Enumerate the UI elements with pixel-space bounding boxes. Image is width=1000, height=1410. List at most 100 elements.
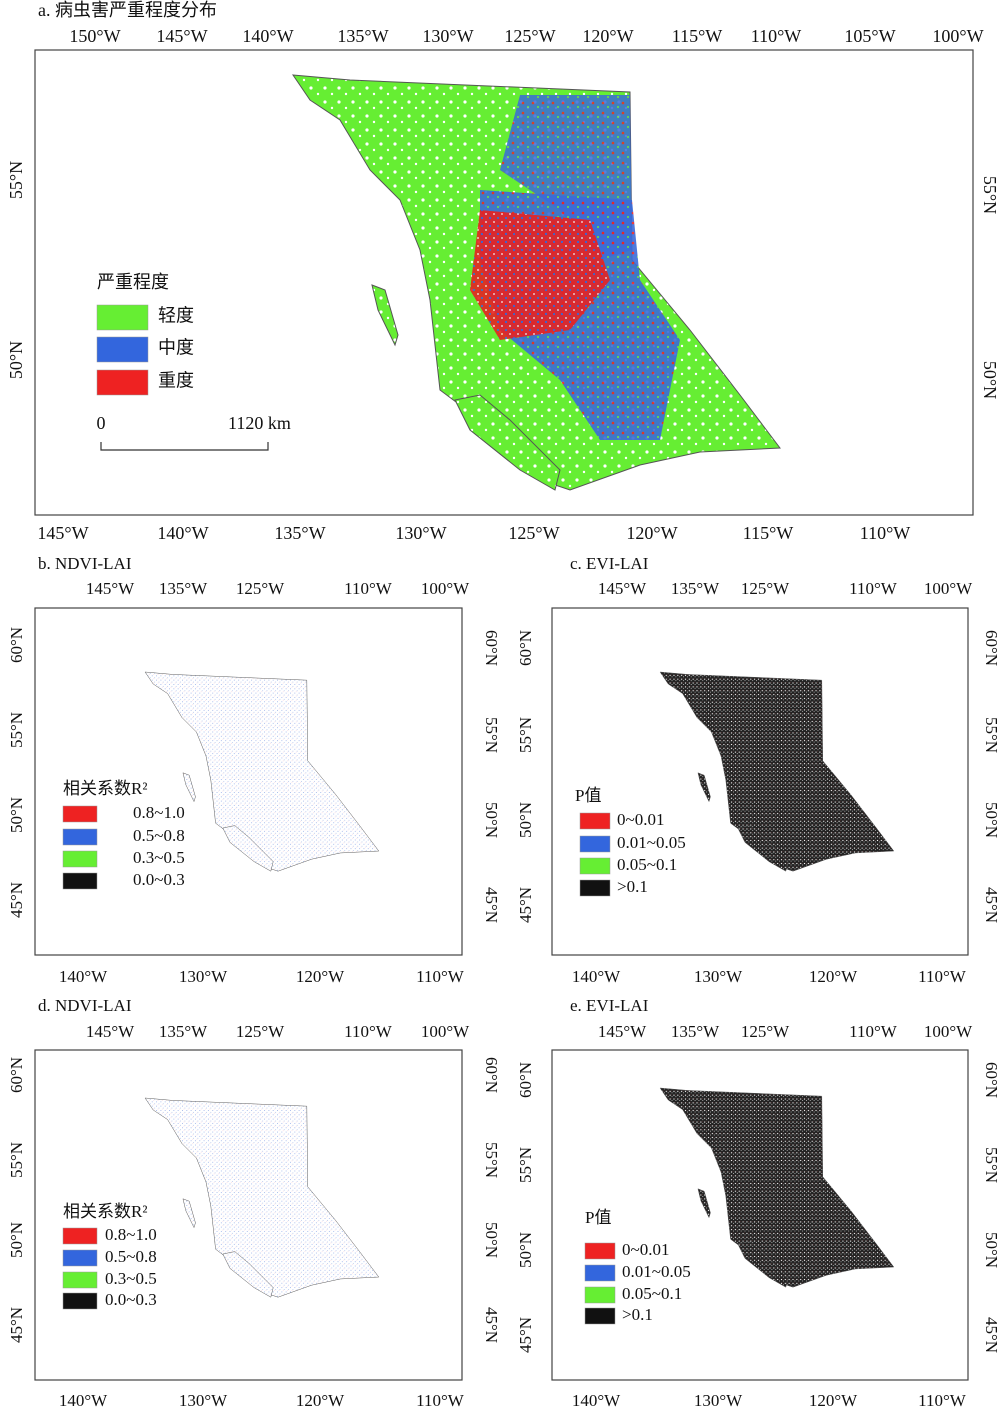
legend-label: >0.1 [622,1305,653,1324]
right-tick-label: 60°N [982,630,1000,666]
legend-swatch [96,336,149,363]
right-tick-label: 55°N [982,1147,1000,1183]
map [292,74,781,491]
legend-label: 0.01~0.05 [617,833,686,852]
bottom-tick-label: 110°W [860,523,911,543]
right-tick-label: 45°N [482,1307,501,1343]
scale-label: 1120 km [228,413,291,433]
bottom-tick-label: 110°W [918,1391,967,1410]
top-tick-label: 145°W [598,579,647,598]
top-tick-label: 130°W [422,26,473,46]
map [659,671,895,872]
top-tick-label: 100°W [924,579,973,598]
panel-title: c. EVI-LAI [570,554,649,573]
legend-swatch [62,1292,98,1310]
map-frame [34,49,974,516]
top-tick-label: 135°W [159,579,208,598]
bottom-tick-label: 140°W [59,967,108,986]
map-frame [551,607,969,956]
legend-label: 0.8~1.0 [105,1225,157,1244]
legend-swatch [62,1271,98,1289]
top-tick-label: 145°W [86,1022,135,1041]
legend-label: 0~0.01 [617,810,664,829]
legend-swatch [584,1307,616,1325]
left-tick-label: 50°N [7,1222,26,1258]
legend-swatch [579,857,611,875]
left-tick-label: 45°N [516,887,535,923]
legend-label: 0.3~0.5 [133,848,185,867]
map-frame [551,1049,969,1381]
right-tick-label: 60°N [482,630,501,666]
right-tick-label: 45°N [982,887,1000,923]
legend-label: 0.01~0.05 [622,1262,691,1281]
legend-swatch [579,835,611,853]
legend-swatch [579,879,611,897]
legend-swatch [62,805,98,823]
bottom-tick-label: 140°W [59,1391,108,1410]
legend-label: 0.05~0.1 [617,855,677,874]
top-tick-label: 110°W [751,26,802,46]
top-tick-label: 100°W [421,1022,470,1041]
legend-label: 0.0~0.3 [133,870,185,889]
bottom-tick-label: 135°W [274,523,325,543]
legend-swatch [62,850,98,868]
legend-swatch [584,1286,616,1304]
top-tick-label: 125°W [236,579,285,598]
right-tick-label: 50°N [980,361,1000,399]
bottom-tick-label: 145°W [37,523,88,543]
left-tick-label: 60°N [7,1057,26,1093]
legend-label: 0.05~0.1 [622,1284,682,1303]
left-tick-label: 50°N [7,797,26,833]
top-tick-label: 125°W [236,1022,285,1041]
left-tick-label: 50°N [516,1232,535,1268]
left-tick-label: 60°N [516,1062,535,1098]
map-frame [34,607,463,956]
legend-swatch [584,1242,616,1260]
bottom-tick-label: 120°W [626,523,677,543]
bottom-tick-label: 130°W [694,967,743,986]
legend-label: 0.8~1.0 [133,803,185,822]
legend-title: P值 [575,786,601,805]
top-tick-label: 100°W [421,579,470,598]
legend-label: 中度 [158,338,194,358]
bottom-tick-label: 120°W [809,1391,858,1410]
top-tick-label: 110°W [344,579,393,598]
left-tick-label: 45°N [7,1307,26,1343]
right-tick-label: 45°N [482,887,501,923]
legend-label: 0.3~0.5 [105,1269,157,1288]
bottom-tick-label: 120°W [296,967,345,986]
top-tick-label: 110°W [849,1022,898,1041]
map [659,1087,895,1288]
legend-label: 0.5~0.8 [105,1247,157,1266]
bottom-tick-label: 120°W [296,1391,345,1410]
bottom-tick-label: 125°W [508,523,559,543]
right-tick-label: 45°N [982,1317,1000,1353]
legend-swatch [62,828,98,846]
legend-label: 轻度 [158,306,194,326]
right-tick-label: 50°N [482,802,501,838]
top-tick-label: 110°W [344,1022,393,1041]
bottom-tick-label: 110°W [416,967,465,986]
left-tick-label: 55°N [6,161,26,199]
top-tick-label: 135°W [671,1022,720,1041]
legend-swatch [579,812,611,830]
left-tick-label: 55°N [516,717,535,753]
scale-bar [100,442,269,451]
top-tick-label: 145°W [86,579,135,598]
panel-title: d. NDVI-LAI [38,996,132,1015]
scale-label: 0 [97,413,106,433]
top-tick-label: 100°W [924,1022,973,1041]
legend-swatch [584,1264,616,1282]
legend-label: 0~0.01 [622,1240,669,1259]
bottom-tick-label: 110°W [918,967,967,986]
left-tick-label: 55°N [516,1147,535,1183]
legend-title: P值 [585,1208,611,1227]
left-tick-label: 50°N [6,341,26,379]
top-tick-label: 135°W [159,1022,208,1041]
bottom-tick-label: 130°W [694,1391,743,1410]
right-tick-label: 60°N [982,1062,1000,1098]
top-tick-label: 135°W [337,26,388,46]
top-tick-label: 140°W [242,26,293,46]
top-tick-label: 120°W [582,26,633,46]
